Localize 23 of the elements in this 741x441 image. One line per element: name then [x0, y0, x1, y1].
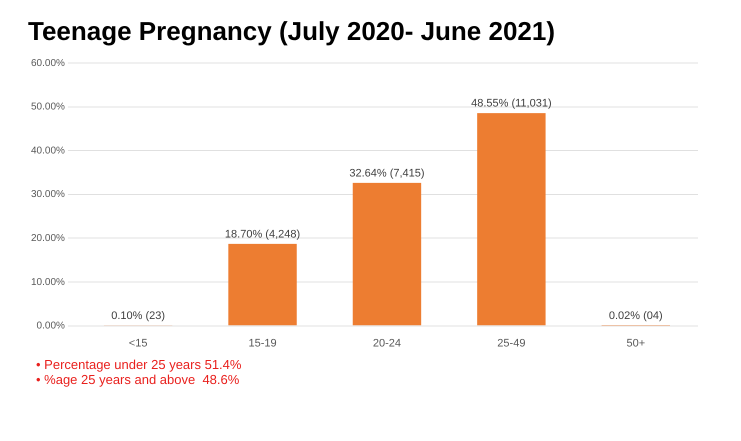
x-tick-label: 15-19 — [248, 337, 277, 350]
bar — [228, 244, 297, 326]
y-tick-label: 20.00% — [30, 232, 66, 244]
chart-title: Teenage Pregnancy (July 2020- June 2021) — [28, 16, 556, 47]
y-tick-label: 50.00% — [30, 102, 66, 113]
y-tick-label: 40.00% — [30, 145, 66, 156]
y-tick-label: 10.00% — [30, 276, 66, 288]
text: • Percentage under 25 years 51.4% — [36, 357, 242, 372]
x-tick-label: 25-49 — [497, 337, 526, 350]
data-label: 32.64% (7,415) — [349, 167, 425, 180]
bar — [477, 113, 546, 326]
text: • %age 25 years and above 48.6% — [36, 372, 240, 387]
y-tick-label: 0.00% — [36, 320, 66, 332]
y-tick-label: 30.00% — [30, 189, 66, 200]
data-label: 18.70% (4,248) — [224, 228, 300, 240]
x-tick-label: 20-24 — [372, 337, 402, 350]
bar — [352, 182, 422, 326]
x-tick-label: 50+ — [626, 337, 646, 350]
y-tick-label: 60.00% — [30, 58, 66, 69]
data-label: 48.55% (11,031) — [471, 98, 552, 110]
data-label: 0.02% (04) — [608, 310, 663, 322]
x-tick-label: <15 — [128, 337, 148, 350]
data-label: 0.10% (23) — [111, 310, 166, 322]
